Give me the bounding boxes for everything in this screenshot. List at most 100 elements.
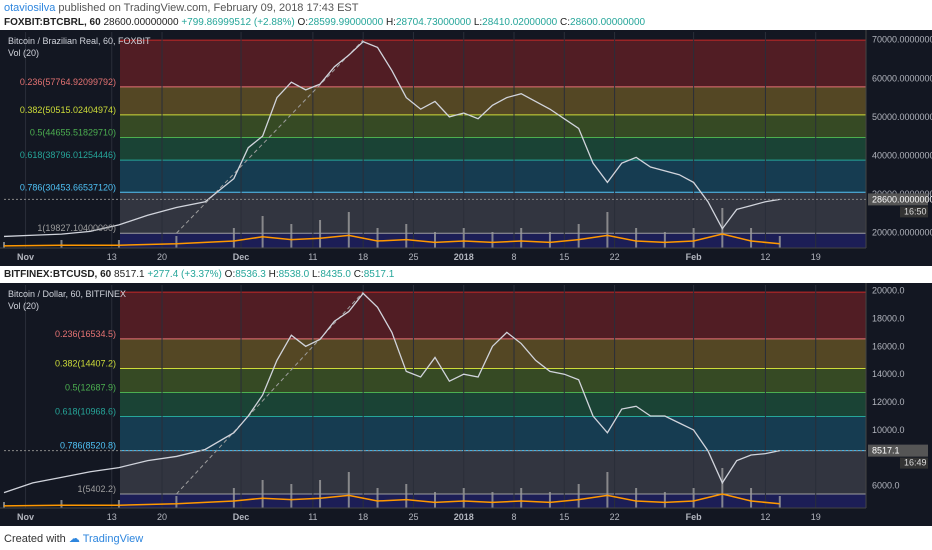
- fib-zone: [120, 416, 866, 451]
- close-value: 28600.00000000: [570, 17, 646, 28]
- y-axis-area: [866, 283, 932, 526]
- volume-bar: [778, 496, 781, 508]
- x-tick-label: 19: [811, 252, 821, 262]
- last-price-tag: [868, 444, 928, 457]
- volume-bar: [347, 472, 350, 508]
- fib-zone: [120, 292, 866, 339]
- created-with-text: Created with: [4, 533, 66, 545]
- y-tick-label: 14000.0: [872, 369, 905, 379]
- y-tick-label: 50000.00000000: [872, 112, 932, 122]
- volume-label: Vol (20): [8, 48, 39, 58]
- author-link[interactable]: otaviosilva: [4, 2, 56, 14]
- last-price-label: 28600.00000000: [872, 194, 932, 204]
- fib-zone: [120, 368, 866, 393]
- volume-bar: [750, 228, 753, 248]
- volume-bar: [721, 468, 724, 508]
- x-tick-label: 25: [408, 252, 418, 262]
- y-tick-label: 10000.0: [872, 425, 905, 435]
- y-tick-label: 6000.0: [872, 481, 900, 491]
- chart-background: [0, 283, 932, 526]
- volume-bar: [462, 228, 465, 248]
- change-text: +277.4 (+3.37%): [147, 269, 222, 280]
- x-tick-label: Dec: [233, 252, 250, 262]
- countdown-label: 16:50: [904, 206, 927, 216]
- chart-background: [0, 30, 932, 266]
- fib-label: 0.618(38796.01254446): [20, 150, 116, 160]
- volume-bar: [577, 484, 580, 508]
- footer: Created with ☁ TradingView: [0, 528, 932, 550]
- volume-bar: [663, 232, 666, 248]
- high-value: 28704.73000000: [395, 17, 472, 28]
- fib-label: 0.5(44655.51829710): [30, 127, 116, 137]
- fib-trend-line[interactable]: [176, 39, 364, 234]
- volume-bar: [60, 500, 63, 508]
- symbol-name[interactable]: BITFINEX:BTCUSD, 60: [4, 269, 112, 280]
- fib-trend-line[interactable]: [176, 291, 364, 495]
- fib-label: 0.5(12687.9): [65, 382, 116, 392]
- x-tick-label: 13: [107, 512, 117, 522]
- volume-bar: [175, 496, 178, 508]
- volume-bar: [778, 236, 781, 248]
- fib-label: 0.382(14407.2): [55, 359, 116, 369]
- volume-bar: [376, 488, 379, 508]
- low-value: 8435.0: [320, 269, 351, 280]
- volume-ma-line: [3, 233, 780, 247]
- open-value: 28599.99000000: [308, 17, 384, 28]
- volume-bar: [434, 492, 436, 508]
- volume-bar: [548, 232, 551, 248]
- last-price-tag: [868, 193, 928, 206]
- y-tick-label: 60000.00000000: [872, 73, 932, 83]
- symbol-name[interactable]: FOXBIT:BTCBRL, 60: [4, 17, 101, 28]
- volume-bar: [663, 492, 666, 508]
- x-tick-label: Nov: [17, 252, 34, 262]
- volume-bar: [750, 488, 753, 508]
- x-tick-label: 11: [308, 252, 317, 262]
- chart-title: Bitcoin / Dollar, 60, BITFINEX: [8, 289, 126, 299]
- x-tick-label: 20: [157, 252, 167, 262]
- last-price: 28600.00000000: [103, 17, 179, 28]
- x-tick-label: 22: [610, 512, 620, 522]
- volume-ma-line: [3, 493, 780, 507]
- chart-panel-bottom[interactable]: 0.236(16534.5) 0.382(14407.2) 0.5(12687.9)…: [0, 283, 932, 526]
- volume-bar: [548, 492, 551, 508]
- chart-panel-top[interactable]: 0.236(57764.92099792) 0.382(50515.0240497…: [0, 30, 932, 266]
- y-tick-label: 70000.00000000: [872, 35, 932, 45]
- volume-bar: [3, 502, 5, 508]
- x-tick-label: Dec: [233, 512, 250, 522]
- volume-bar: [347, 212, 350, 248]
- countdown-tag: [900, 206, 928, 218]
- volume-bar: [635, 228, 638, 248]
- volume-bar: [376, 228, 379, 248]
- volume-bar: [232, 228, 235, 248]
- tradingview-logo-icon[interactable]: ☁: [68, 533, 80, 545]
- volume-bar: [692, 488, 695, 508]
- volume-bar: [232, 488, 235, 508]
- volume-bar: [290, 224, 293, 248]
- x-tick-label: 25: [408, 512, 418, 522]
- chart-svg-top[interactable]: 0.236(57764.92099792) 0.382(50515.0240497…: [0, 30, 932, 266]
- fib-zone: [120, 450, 866, 495]
- volume-bar: [635, 488, 638, 508]
- fib-zone: [120, 137, 866, 161]
- fib-zone: [120, 192, 866, 234]
- chart-svg-bottom[interactable]: 0.236(16534.5) 0.382(14407.2) 0.5(12687.9)…: [0, 283, 932, 526]
- fib-label: 0.382(50515.02404974): [20, 105, 116, 115]
- x-tick-label: 18: [358, 512, 368, 522]
- price-line[interactable]: [3, 292, 780, 494]
- low-value: 28410.02000000: [482, 17, 558, 28]
- open-value: 8536.3: [235, 269, 266, 280]
- volume-bar: [491, 492, 494, 508]
- volume-bar: [405, 224, 408, 248]
- volume-bar: [692, 228, 695, 248]
- fib-zone: [120, 392, 866, 417]
- volume-bar: [290, 484, 293, 508]
- tradingview-brand[interactable]: TradingView: [82, 533, 144, 545]
- fib-zone: [120, 40, 866, 87]
- publish-bar: otaviosilva published on TradingView.com…: [0, 0, 932, 16]
- price-line[interactable]: [3, 40, 780, 238]
- published-text: published on TradingView.com, February 0…: [58, 2, 359, 14]
- y-tick-label: 20000.0: [872, 286, 905, 296]
- y-axis-area: [866, 30, 932, 266]
- volume-bar: [175, 236, 178, 248]
- volume-bar: [520, 488, 523, 508]
